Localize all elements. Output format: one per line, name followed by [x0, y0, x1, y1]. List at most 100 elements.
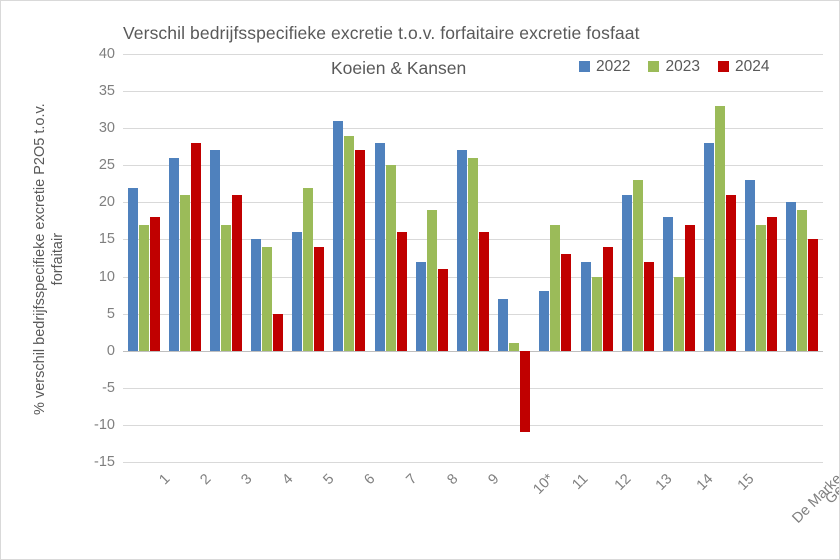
- legend-swatch-icon-2023: [648, 61, 660, 73]
- legend-label: 2024: [734, 58, 770, 75]
- bar-2023-8[interactable]: [426, 209, 437, 351]
- bar-2022-11[interactable]: [539, 291, 550, 351]
- bar-2024-13[interactable]: [643, 261, 654, 351]
- bar-group: [411, 54, 452, 462]
- bar-2022-13[interactable]: [621, 194, 632, 351]
- bar-2022-4[interactable]: [251, 239, 262, 351]
- bar-2022-3[interactable]: [209, 150, 220, 351]
- chart-title: Verschil bedrijfsspecifieke excretie t.o…: [123, 23, 640, 43]
- bar-2024-2[interactable]: [190, 143, 201, 351]
- bar-2022-10*[interactable]: [498, 298, 509, 351]
- bar-2024-De Marke[interactable]: [767, 217, 778, 351]
- x-tick-label: 7: [403, 471, 421, 489]
- y-tick-label: 5: [106, 305, 115, 322]
- x-tick-label: 15: [734, 471, 758, 494]
- y-axis-title-line2: forfaitair: [50, 232, 66, 286]
- legend-item-2024[interactable]: 2024: [717, 58, 770, 75]
- x-tick-label: 3: [238, 471, 256, 489]
- x-tick-label: 5: [320, 471, 338, 489]
- gridline: [123, 387, 823, 389]
- bar-2023-11[interactable]: [550, 224, 561, 351]
- bar-2024-Gem.[interactable]: [808, 239, 819, 351]
- bar-2023-7[interactable]: [385, 165, 396, 351]
- bar-2022-15[interactable]: [704, 143, 715, 351]
- bar-2023-13[interactable]: [632, 180, 643, 351]
- bar-group: [494, 54, 535, 462]
- y-tick-label: 30: [98, 120, 115, 137]
- y-tick-label: 35: [98, 83, 115, 100]
- bar-group: [247, 54, 288, 462]
- bar-2022-De Marke[interactable]: [745, 180, 756, 351]
- legend-swatch-icon-2024: [717, 61, 729, 73]
- bar-2023-De Marke[interactable]: [756, 224, 767, 351]
- bar-2023-4[interactable]: [262, 246, 273, 351]
- bar-group: [205, 54, 246, 462]
- bar-2024-8[interactable]: [437, 269, 448, 351]
- bar-2023-12[interactable]: [591, 276, 602, 351]
- bar-2023-3[interactable]: [220, 224, 231, 351]
- legend-item-2022[interactable]: 2022: [579, 59, 630, 75]
- bar-2023-10*[interactable]: [509, 343, 520, 351]
- bar-2023-5[interactable]: [303, 187, 314, 351]
- y-axis-title: % verschil bedrijfsspecifieke excretie P…: [31, 49, 67, 469]
- bar-2023-1[interactable]: [138, 224, 149, 351]
- gridline: [123, 91, 823, 93]
- bar-2024-7[interactable]: [396, 232, 407, 351]
- gridline: [123, 462, 823, 463]
- bar-2023-14[interactable]: [673, 276, 684, 351]
- y-tick-label: 25: [98, 157, 115, 174]
- y-tick-label: 10: [98, 268, 115, 285]
- bar-2022-7[interactable]: [374, 143, 385, 351]
- gridline: [123, 54, 823, 55]
- x-tick-label: 2: [197, 471, 215, 489]
- y-tick-label: 15: [98, 231, 115, 248]
- bar-group: [699, 54, 740, 462]
- bar-group: [576, 54, 617, 462]
- x-tick-label: 9: [485, 471, 503, 489]
- bar-group: [123, 54, 164, 462]
- bar-2024-4[interactable]: [273, 313, 284, 351]
- bar-2023-9[interactable]: [467, 157, 478, 351]
- bar-2022-14[interactable]: [662, 217, 673, 351]
- bar-2023-6[interactable]: [344, 135, 355, 351]
- y-tick-label: 20: [98, 194, 115, 211]
- bar-group: [370, 54, 411, 462]
- bar-2024-11[interactable]: [561, 254, 572, 351]
- bar-2023-2[interactable]: [179, 194, 190, 351]
- legend-label: 2023: [665, 58, 700, 75]
- x-tick-label: 4: [279, 471, 297, 489]
- bar-group: [288, 54, 329, 462]
- bar-2024-14[interactable]: [684, 224, 695, 351]
- bar-2024-5[interactable]: [314, 246, 325, 351]
- bar-2024-12[interactable]: [602, 246, 613, 351]
- bar-2024-3[interactable]: [231, 194, 242, 351]
- bar-2022-1[interactable]: [127, 187, 138, 351]
- x-tick-label: 10*: [530, 471, 558, 498]
- bar-2022-12[interactable]: [580, 261, 591, 351]
- x-tick-label: 11: [569, 471, 592, 493]
- bar-2024-6[interactable]: [355, 150, 366, 351]
- y-tick-label: 40: [98, 46, 115, 62]
- bar-group: [452, 54, 493, 462]
- bar-2022-Gem.[interactable]: [786, 202, 797, 351]
- bar-2022-2[interactable]: [168, 157, 179, 351]
- chart-legend: 2022 2023 2024: [579, 59, 769, 75]
- x-tick-label: 1: [155, 471, 173, 489]
- bar-2023-15[interactable]: [715, 105, 726, 351]
- bar-2022-6[interactable]: [333, 120, 344, 351]
- x-tick-label: 8: [444, 471, 462, 489]
- bar-group: [164, 54, 205, 462]
- bar-2022-9[interactable]: [456, 150, 467, 351]
- bar-2024-10*[interactable]: [520, 350, 531, 433]
- bar-2024-1[interactable]: [149, 217, 160, 351]
- bar-2023-Gem.[interactable]: [797, 209, 808, 351]
- x-tick-label: 13: [652, 471, 676, 494]
- x-tick-label: 6: [361, 471, 379, 489]
- legend-item-2023[interactable]: 2023: [648, 58, 700, 75]
- bar-group: [329, 54, 370, 462]
- bar-2024-15[interactable]: [726, 194, 737, 351]
- y-axis-title-line1: % verschil bedrijfsspecifieke excretie P…: [31, 103, 48, 415]
- bar-2024-9[interactable]: [478, 232, 489, 351]
- bar-2022-8[interactable]: [415, 261, 426, 351]
- bar-2022-5[interactable]: [292, 232, 303, 351]
